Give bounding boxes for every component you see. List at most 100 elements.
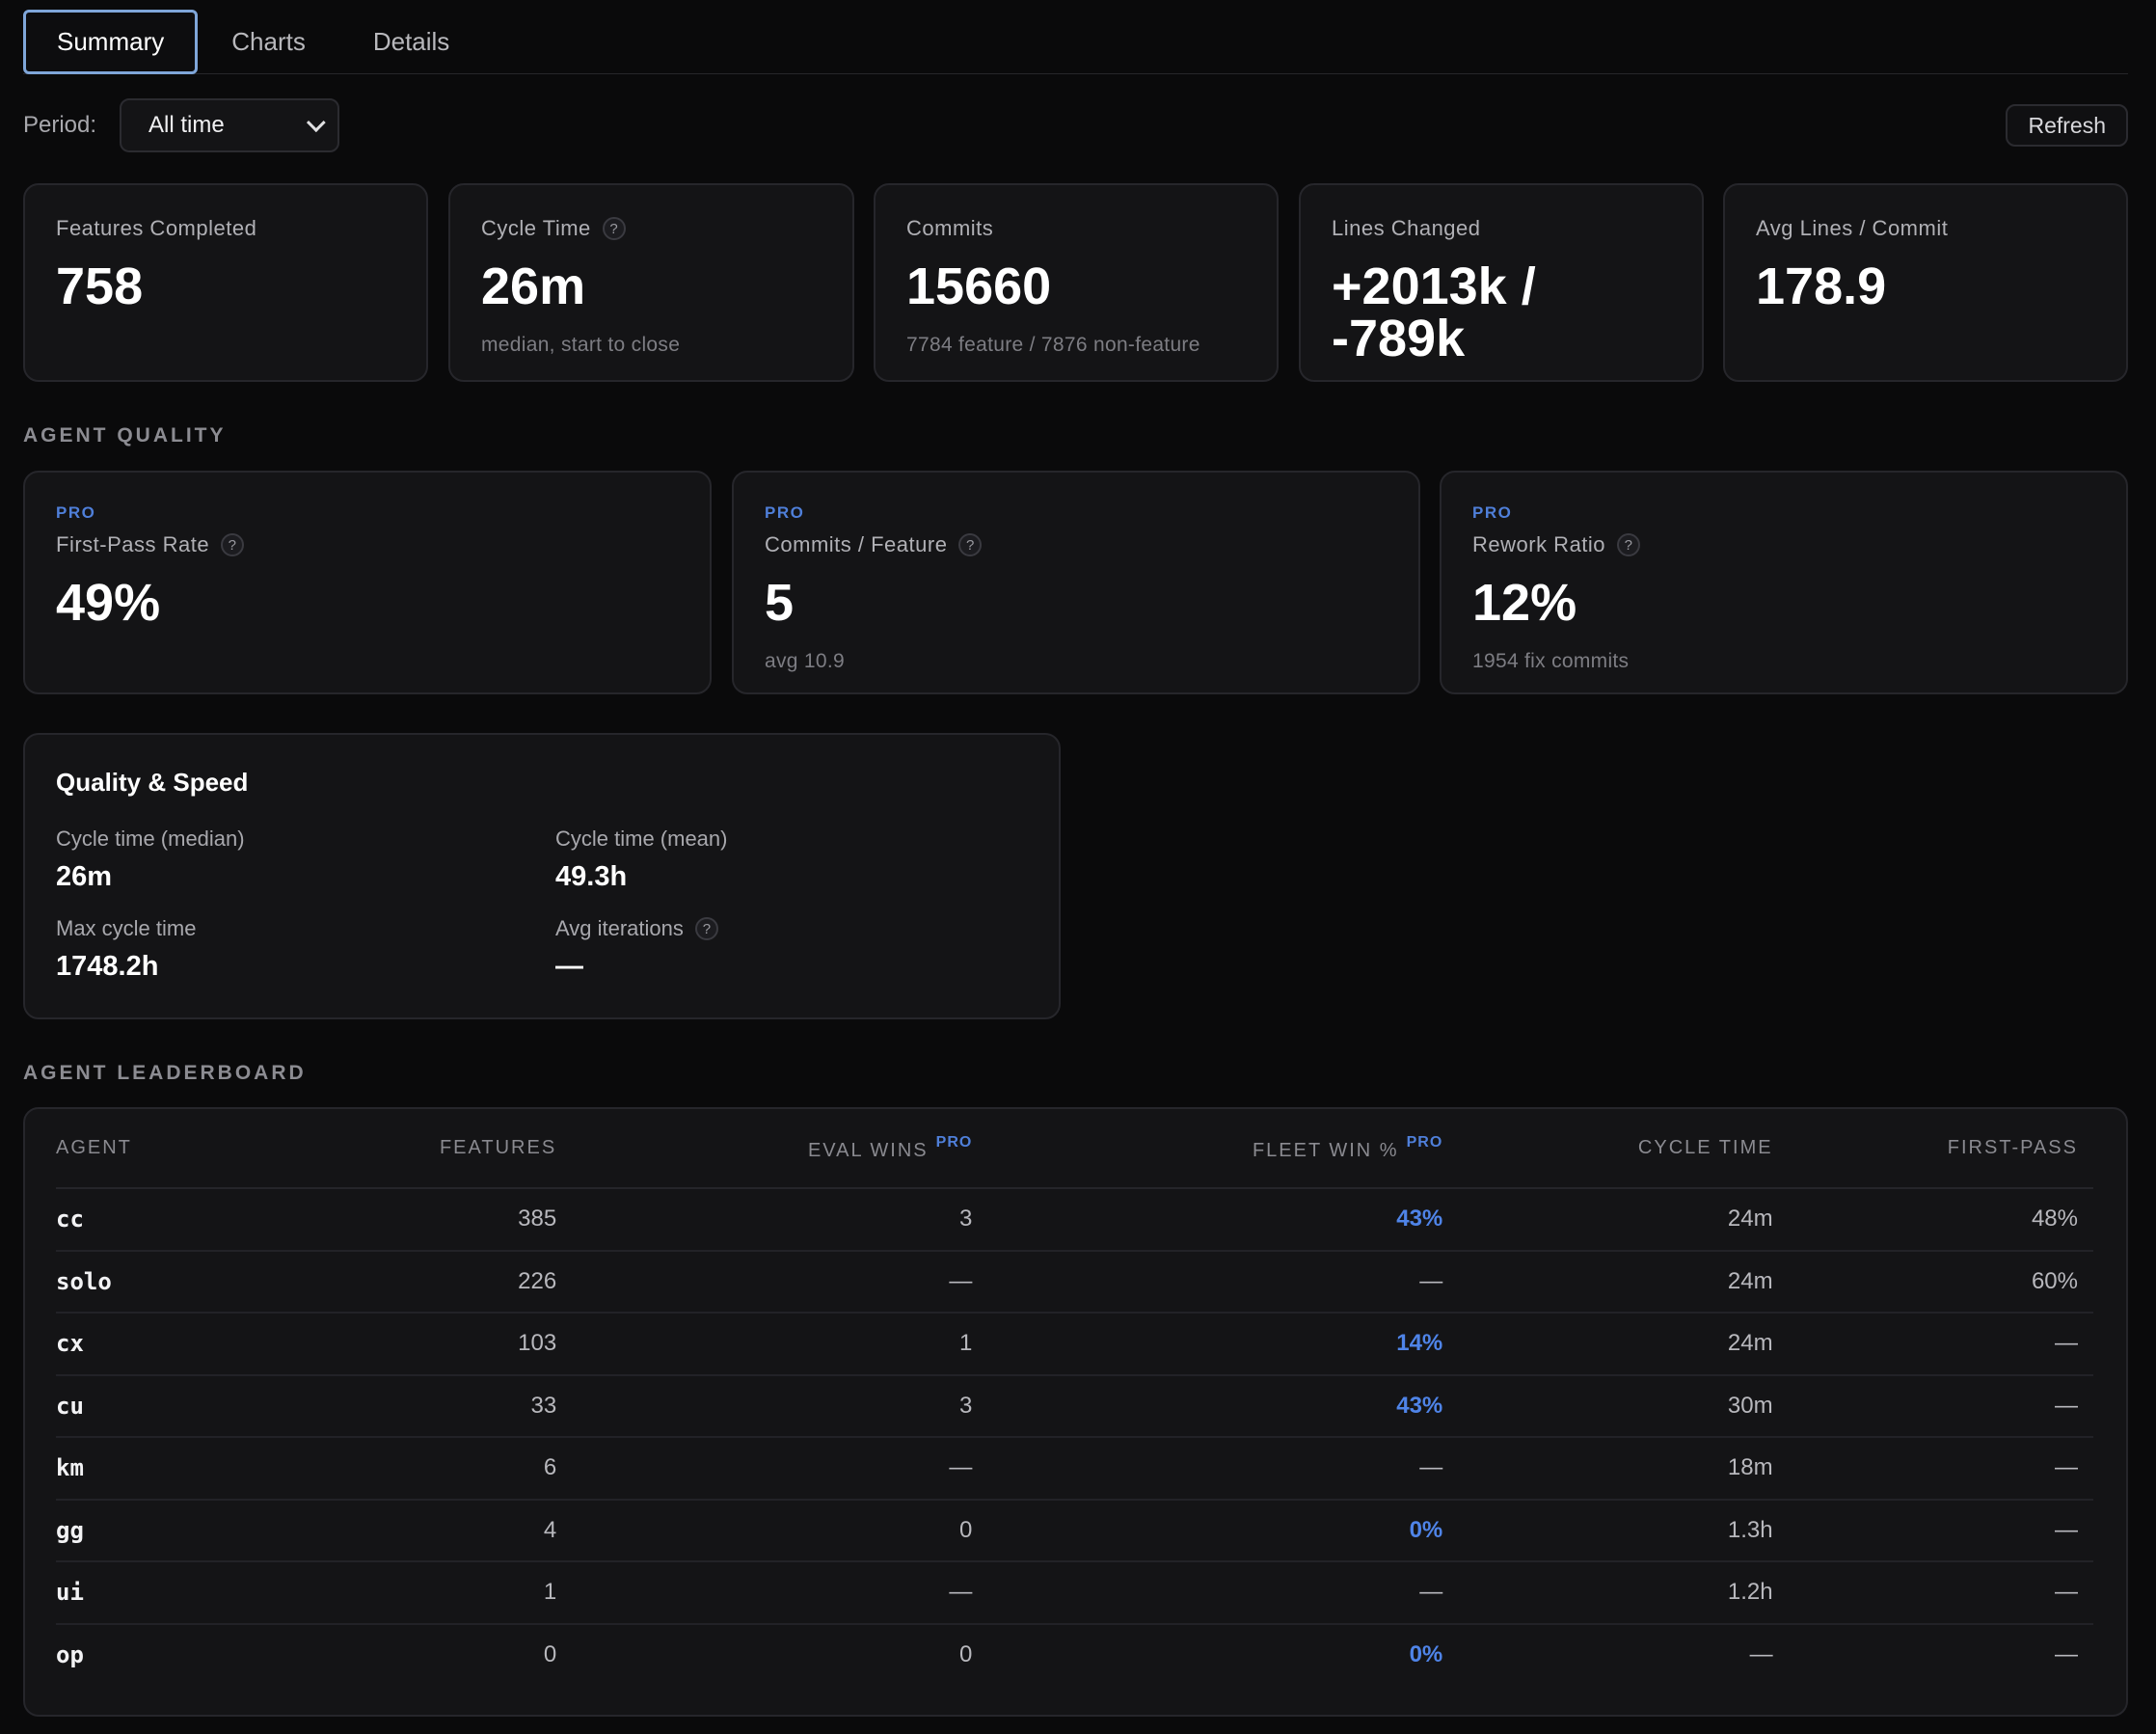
pro-badge: PRO	[56, 503, 96, 522]
cell-first-pass: —	[1772, 1437, 2093, 1501]
stat-label: Features Completed	[56, 216, 257, 240]
table-row[interactable]: cu 33 3 43% 30m —	[56, 1374, 2093, 1438]
cell-cycle-time: 24m	[1442, 1250, 1773, 1314]
cell-eval-wins: —	[556, 1561, 973, 1625]
cell-features: 6	[229, 1437, 557, 1501]
qs-value: 26m	[56, 861, 113, 892]
stat-value: 12%	[1472, 574, 1577, 632]
stat-sub: 7784 feature / 7876 non-feature	[906, 334, 1200, 356]
leaderboard-table: AGENT FEATURES EVAL WINS PRO FLEET WIN % P…	[56, 1109, 2093, 1686]
table-row[interactable]: gg 4 0 0% 1.3h —	[56, 1499, 2093, 1562]
cell-agent: cu	[56, 1374, 229, 1438]
table-row[interactable]: ui 1— —1.2h —	[56, 1561, 2093, 1625]
stat-value: 15660	[906, 257, 1052, 315]
column-header-fleet-win[interactable]: FLEET WIN % PRO	[972, 1109, 1443, 1189]
cell-fleet-win: 0%	[1409, 1641, 1443, 1668]
qs-label: Avg iterations ?	[555, 916, 1038, 941]
quality-card-rework-ratio: PRO Rework Ratio ? 12% 1954 fix commits	[1440, 471, 2128, 694]
cell-fleet-win: 14%	[972, 1313, 1443, 1376]
cell-first-pass: 48%	[1772, 1188, 2093, 1252]
period-select[interactable]: All time	[120, 98, 340, 152]
cell-cycle-time: 18m	[1442, 1437, 1773, 1501]
refresh-button[interactable]: Refresh	[2006, 104, 2128, 147]
stat-label: Lines Changed	[1332, 216, 1481, 240]
help-icon[interactable]: ?	[958, 533, 983, 556]
cell-fleet-win: 43%	[972, 1188, 1443, 1252]
tab-details[interactable]: Details	[372, 27, 450, 56]
cell-eval-wins: 1	[556, 1313, 973, 1376]
table-row[interactable]: cc 385 3 43% 24m 48%	[56, 1188, 2093, 1252]
cell-fleet-win: —	[972, 1250, 1443, 1314]
stat-label: Commits / Feature ?	[765, 532, 1388, 557]
qs-item-avg-iterations: Avg iterations ? —	[555, 916, 1038, 983]
stat-label: Commits	[906, 216, 994, 240]
cell-fleet-win: 43%	[972, 1374, 1443, 1438]
help-icon[interactable]: ?	[694, 917, 718, 940]
stat-value-line2: -789k	[1332, 310, 1466, 367]
stat-card-features-completed: Features Completed 758	[23, 183, 428, 382]
cell-agent: cx	[56, 1313, 229, 1376]
cell-eval-wins: —	[556, 1437, 973, 1501]
column-header-label: FLEET WIN %	[1252, 1140, 1399, 1161]
cell-cycle-time: 24m	[1442, 1313, 1773, 1376]
tab-summary[interactable]: Summary	[23, 10, 199, 74]
column-header-agent[interactable]: AGENT	[56, 1109, 229, 1189]
stat-label: First-Pass Rate ?	[56, 532, 679, 557]
leaderboard-body: cc 385 3 43% 24m 48% solo 226— —24m 60% cx 103 1 14% 2…	[56, 1188, 2093, 1686]
cell-fleet-win: 0%	[972, 1499, 1443, 1562]
column-header-cycle-time[interactable]: CYCLE TIME	[1442, 1109, 1773, 1189]
stat-sub: median, start to close	[481, 334, 681, 356]
stat-value: 49%	[56, 574, 161, 632]
qs-label: Max cycle time	[56, 916, 197, 940]
period-selected-value: All time	[148, 112, 225, 138]
tab-charts[interactable]: Charts	[231, 27, 306, 56]
period-row: Period: All time Refresh	[23, 98, 2128, 152]
table-row[interactable]: solo 226— —24m 60%	[56, 1250, 2093, 1314]
cell-cycle-time: 24m	[1442, 1188, 1773, 1252]
qs-item-cycle-median: Cycle time (median) 26m	[56, 826, 555, 893]
leaderboard-panel: AGENT FEATURES EVAL WINS PRO FLEET WIN % P…	[23, 1107, 2128, 1717]
qs-item-cycle-mean: Cycle time (mean) 49.3h	[555, 826, 1038, 893]
qs-item-max-cycle: Max cycle time 1748.2h	[56, 916, 555, 983]
cell-first-pass: 60%	[1772, 1250, 2093, 1314]
column-header-features[interactable]: FEATURES	[229, 1109, 557, 1189]
stat-value: 178.9	[1756, 257, 1887, 315]
qs-label-text: Avg iterations	[555, 916, 684, 940]
help-icon[interactable]: ?	[221, 533, 245, 556]
column-header-first-pass[interactable]: FIRST-PASS	[1772, 1109, 2093, 1189]
cell-features: 385	[229, 1188, 557, 1252]
period-label: Period:	[23, 112, 97, 138]
cell-eval-wins: 0	[958, 1641, 973, 1668]
quality-card-commits-per-feature: PRO Commits / Feature ? 5 avg 10.9	[732, 471, 1420, 694]
table-row[interactable]: cx 103 1 14% 24m —	[56, 1313, 2093, 1376]
section-title-agent-quality: AGENT QUALITY	[23, 424, 227, 447]
stat-label: Rework Ratio ?	[1472, 532, 2095, 557]
stat-card-commits: Commits 15660 7784 feature / 7876 non-fe…	[874, 183, 1279, 382]
pro-badge: PRO	[1406, 1134, 1443, 1151]
quality-speed-title: Quality & Speed	[56, 768, 249, 797]
qs-label: Cycle time (median)	[56, 826, 245, 851]
table-row[interactable]: km 6— —18m —	[56, 1437, 2093, 1501]
table-row[interactable]: op 0 0 0% — —	[56, 1624, 2093, 1687]
column-header-label: EVAL WINS	[807, 1140, 929, 1161]
cell-first-pass: —	[1772, 1313, 2093, 1376]
cell-features: 1	[229, 1561, 557, 1625]
cell-first-pass: —	[1772, 1561, 2093, 1625]
chevron-down-icon	[306, 113, 326, 133]
cell-cycle-time: 1.3h	[1442, 1499, 1773, 1562]
stat-label: Avg Lines / Commit	[1756, 216, 1949, 240]
tab-bar: Summary Charts Details	[23, 10, 2128, 74]
column-header-eval-wins[interactable]: EVAL WINS PRO	[556, 1109, 973, 1189]
stat-label-text: Cycle Time	[481, 216, 591, 240]
stat-value-line1: +2013k /	[1332, 257, 1536, 315]
stat-value: 5	[765, 574, 795, 632]
cell-features: 226	[229, 1250, 557, 1314]
pro-badge: PRO	[1472, 503, 1513, 522]
help-icon[interactable]: ?	[602, 217, 626, 240]
cell-first-pass: —	[1772, 1499, 2093, 1562]
stat-label: Cycle Time ?	[481, 216, 822, 241]
cell-agent: solo	[56, 1250, 229, 1314]
cell-agent: gg	[56, 1499, 229, 1562]
help-icon[interactable]: ?	[1617, 533, 1641, 556]
stat-sub: avg 10.9	[765, 650, 845, 672]
